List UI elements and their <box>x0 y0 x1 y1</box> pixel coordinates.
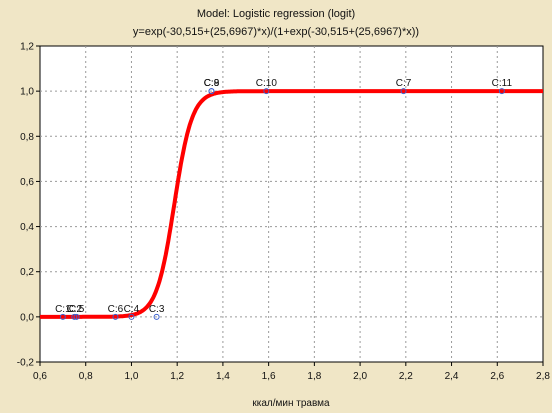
logistic-fit-curve <box>39 89 544 319</box>
chart-title: Model: Logistic regression (logit) <box>197 8 355 20</box>
chart-equation: y=exp(-30,515+(25,6967)*x)/(1+exp(-30,51… <box>133 26 419 38</box>
data-point <box>208 88 215 95</box>
point-label: C:5 <box>69 304 85 315</box>
point-label: C:1 <box>55 304 71 315</box>
x-axis-label: ккал/мин травма <box>252 398 330 409</box>
y-tick-label: 0,2 <box>20 267 34 278</box>
point-label: C:7 <box>396 78 412 89</box>
x-tick-label: 1,4 <box>216 371 230 382</box>
x-tick-label: 1,0 <box>125 371 139 382</box>
data-points: C:1C:2C:5 C:6 C:4 C:3 C:8C:9 C:10 C:7 C:11 <box>55 78 513 320</box>
data-point <box>263 88 270 95</box>
x-tick-label: 2,6 <box>490 371 504 382</box>
curve-layer <box>39 89 544 319</box>
x-tick-label: 1,6 <box>262 371 276 382</box>
x-tick-label: 0,8 <box>79 371 93 382</box>
y-tick-label: 0,4 <box>20 222 34 233</box>
x-tick-label: 1,2 <box>170 371 184 382</box>
point-label: C:11 <box>492 78 513 89</box>
y-tick-label: 1,2 <box>20 42 34 53</box>
data-point <box>59 313 66 320</box>
point-label: C:9 <box>204 78 220 89</box>
point-label: C:4 <box>124 304 140 315</box>
x-tick-label: 1,8 <box>307 371 321 382</box>
x-tick-label: 0,6 <box>33 371 47 382</box>
y-tick-label: 0,0 <box>20 312 34 323</box>
data-point <box>71 313 78 320</box>
x-tick-label: 2,8 <box>536 371 550 382</box>
plot-area <box>39 45 544 363</box>
y-tick-label: 0,6 <box>20 177 34 188</box>
x-axis-ticks: 0,6 0,8 1,0 1,2 1,4 1,6 1,8 2,0 2,2 2,4 2,6 2,8 <box>33 362 550 382</box>
data-point <box>498 88 505 95</box>
point-label: C:8 <box>204 78 220 89</box>
data-point <box>153 313 160 320</box>
y-tick-label: -0,2 <box>17 358 35 369</box>
data-point <box>73 313 80 320</box>
point-label: C:2 <box>67 304 83 315</box>
data-point <box>112 313 119 320</box>
y-tick-label: 0,8 <box>20 132 34 143</box>
data-point <box>128 313 135 320</box>
x-tick-label: 2,2 <box>399 371 413 382</box>
y-axis-ticks: -0,2 0,0 0,2 0,4 0,6 0,8 1,0 1,2 <box>17 42 40 369</box>
data-point <box>400 88 407 95</box>
point-label: C:6 <box>108 304 124 315</box>
point-label: C:3 <box>149 304 165 315</box>
x-tick-label: 2,0 <box>353 371 367 382</box>
x-tick-label: 2,4 <box>445 371 459 382</box>
y-tick-label: 1,0 <box>20 87 34 98</box>
point-label: C:10 <box>256 78 278 89</box>
